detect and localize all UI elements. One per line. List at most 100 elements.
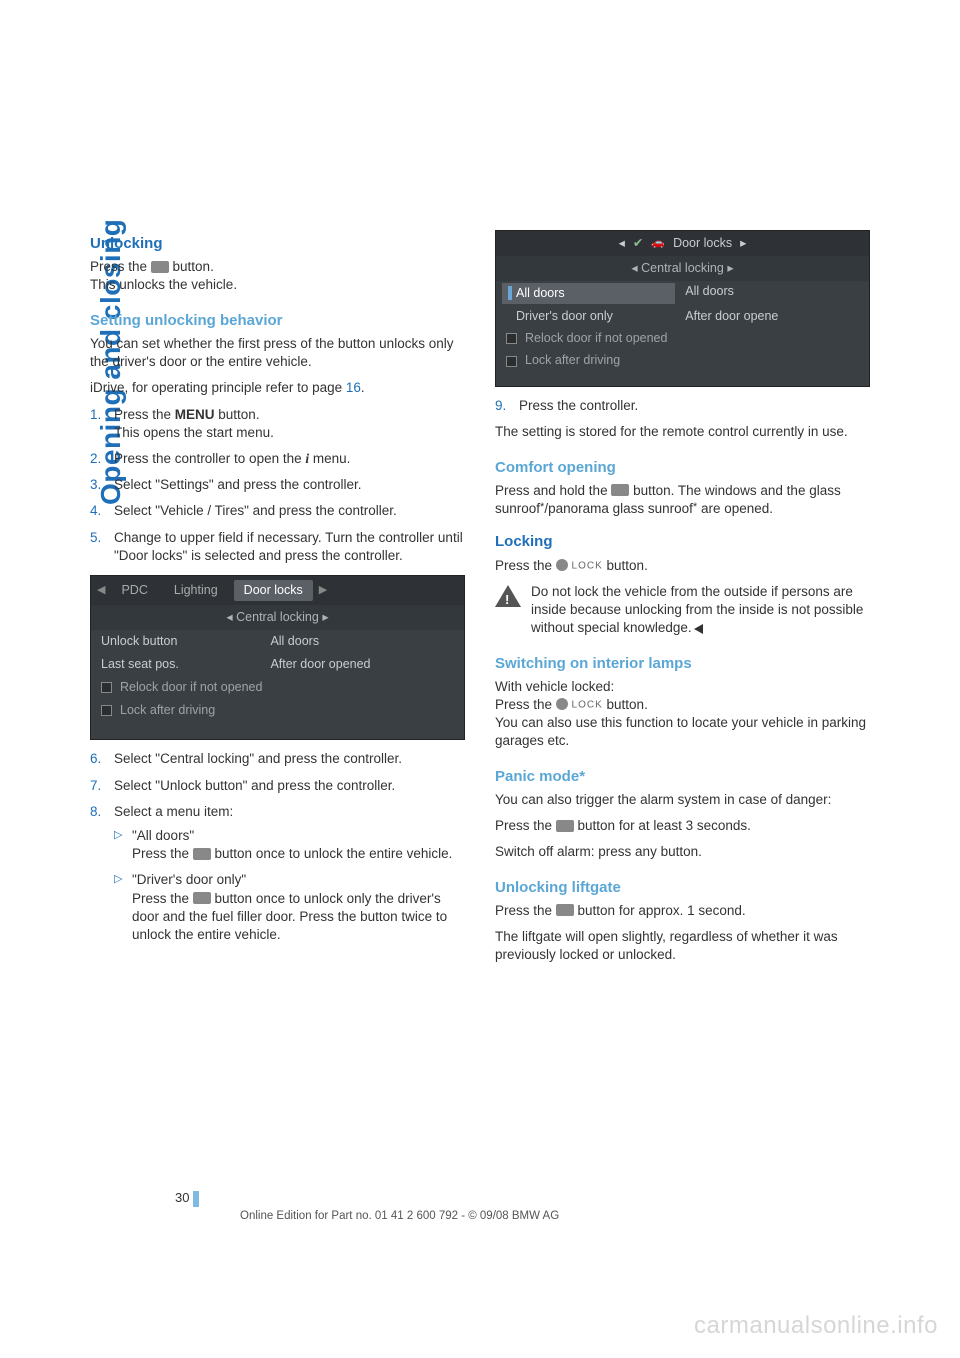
- tab-lighting: Lighting: [164, 580, 228, 601]
- right-arrow-icon: ▶: [319, 583, 327, 598]
- text: Lock after driving: [120, 703, 215, 717]
- footer-copyright: Online Edition for Part no. 01 41 2 600 …: [240, 1210, 559, 1222]
- right-caret-icon: ▸: [740, 235, 746, 252]
- heading-panic-mode: Panic mode*: [495, 767, 870, 787]
- text: Central locking: [641, 261, 724, 275]
- text: .: [361, 380, 365, 395]
- lock-label: LOCK: [572, 700, 603, 711]
- step-9: Press the controller.: [495, 397, 870, 415]
- page-number: 30: [175, 1190, 199, 1207]
- warning-triangle-icon: [495, 585, 521, 607]
- left-column: Unlocking Press the button. This unlocks…: [90, 220, 465, 972]
- text: Press and hold the: [495, 483, 611, 498]
- text: All doors: [675, 283, 863, 304]
- text: Select a menu item:: [114, 804, 233, 819]
- end-marker-icon: [694, 624, 703, 634]
- interior-text: With vehicle locked: Press the LOCK butt…: [495, 678, 870, 751]
- heading-setting-unlocking: Setting unlocking behavior: [90, 311, 465, 331]
- left-arrow-icon: ◀: [97, 583, 105, 598]
- text: Press the: [495, 903, 556, 918]
- text: Press the: [495, 697, 556, 712]
- text: iDrive, for operating principle refer to…: [90, 380, 346, 395]
- screen2-row2: Driver's door only After door opene: [496, 306, 869, 327]
- trunk-key-icon: [556, 904, 574, 916]
- text: Press the: [114, 407, 175, 422]
- step-2: Press the controller to open the i menu.: [90, 450, 465, 468]
- text: The liftgate will open slightly, regardl…: [495, 928, 870, 964]
- text: button.: [169, 259, 214, 274]
- unlock-key-icon: [193, 892, 211, 904]
- text: After door opened: [270, 656, 454, 673]
- text: Relock door if not opened: [120, 680, 262, 694]
- heading-interior-lamps: Switching on interior lamps: [495, 654, 870, 674]
- selection-mark-icon: [508, 286, 512, 300]
- text: button once to unlock the entire vehicle…: [211, 846, 453, 861]
- checkbox-icon: [101, 682, 112, 693]
- screen2-row1: All doors All doors: [496, 281, 869, 306]
- text: This unlocks the vehicle.: [90, 277, 237, 292]
- liftgate-press: Press the button for approx. 1 second.: [495, 902, 870, 920]
- unlock-key-icon: [193, 848, 211, 860]
- screen2-check1: Relock door if not opened: [496, 327, 869, 350]
- text: Switch off alarm: press any button.: [495, 843, 870, 861]
- lock-circle-icon: [556, 698, 568, 710]
- step-8: Select a menu item: "All doors" Press th…: [90, 803, 465, 945]
- comfort-text: Press and hold the button. The windows a…: [495, 482, 870, 518]
- idrive-ref: iDrive, for operating principle refer to…: [90, 379, 465, 397]
- text: All doors: [270, 633, 454, 650]
- heading-locking: Locking: [495, 532, 870, 552]
- screen1-subtitle: ◂ Central locking ▸: [91, 605, 464, 630]
- text: button.: [603, 697, 648, 712]
- selected-option: All doors: [502, 283, 675, 304]
- tab-pdc: PDC: [111, 580, 157, 601]
- text: button for at least 3 seconds.: [574, 818, 751, 833]
- screen2-check2: Lock after driving: [496, 349, 869, 372]
- text: button for approx. 1 second.: [574, 903, 746, 918]
- step-4: Select "Vehicle / Tires" and press the c…: [90, 502, 465, 520]
- unlock-key-icon: [151, 261, 169, 273]
- text: button.: [603, 558, 648, 573]
- text: button.: [215, 407, 260, 422]
- lock-label: LOCK: [572, 560, 603, 571]
- text: Press the: [495, 558, 556, 573]
- text: Driver's door only: [516, 309, 613, 323]
- unlocking-text: Press the button. This unlocks the vehic…: [90, 258, 465, 294]
- text: You can set whether the first press of t…: [90, 335, 465, 371]
- text: The setting is stored for the remote con…: [495, 423, 870, 441]
- text: You can also use this function to locate…: [495, 715, 866, 748]
- checkmark-icon: ✔: [633, 235, 643, 252]
- text: Press the: [90, 259, 151, 274]
- page-number-bar: [193, 1191, 199, 1207]
- text: Relock door if not opened: [525, 331, 667, 345]
- checkbox-icon: [101, 705, 112, 716]
- text: "Driver's door only": [132, 872, 246, 887]
- steps-list: Press the MENU button. This opens the st…: [90, 406, 465, 566]
- page-link-16[interactable]: 16: [346, 380, 361, 395]
- text: Door locks: [673, 235, 732, 252]
- text: Driver's door only: [502, 308, 675, 325]
- step-8-options: "All doors" Press the button once to unl…: [114, 827, 465, 944]
- lock-circle-icon: [556, 559, 568, 571]
- step-3: Select "Settings" and press the controll…: [90, 476, 465, 494]
- checkbox-icon: [506, 333, 517, 344]
- idrive-screen-1: ◀ PDC Lighting Door locks ▶ ◂ Central lo…: [90, 575, 465, 740]
- page-content: Unlocking Press the button. This unlocks…: [90, 220, 870, 972]
- panic-press: Press the button for at least 3 seconds.: [495, 817, 870, 835]
- screen2-top: ◂ ✔ 🚗 Door locks ▸: [496, 231, 869, 256]
- text: Press the: [495, 818, 556, 833]
- text: /panorama glass sunroof: [544, 501, 693, 516]
- watermark: carmanualsonline.info: [694, 1312, 938, 1340]
- steps-list-right: Press the controller.: [495, 397, 870, 415]
- text: This opens the start menu.: [114, 425, 274, 440]
- text: You can also trigger the alarm system in…: [495, 791, 870, 809]
- screen1-check2: Lock after driving: [91, 699, 464, 722]
- text: Press the: [132, 846, 193, 861]
- text: All doors: [516, 286, 565, 300]
- screen1-row1: Unlock button All doors: [91, 630, 464, 653]
- spacer: [508, 309, 512, 323]
- step-6: Select "Central locking" and press the c…: [90, 750, 465, 768]
- screen1-row2: Last seat pos. After door opened: [91, 653, 464, 676]
- text: are opened.: [697, 501, 773, 516]
- horn-key-icon: [556, 820, 574, 832]
- locking-text: Press the LOCK button.: [495, 557, 870, 575]
